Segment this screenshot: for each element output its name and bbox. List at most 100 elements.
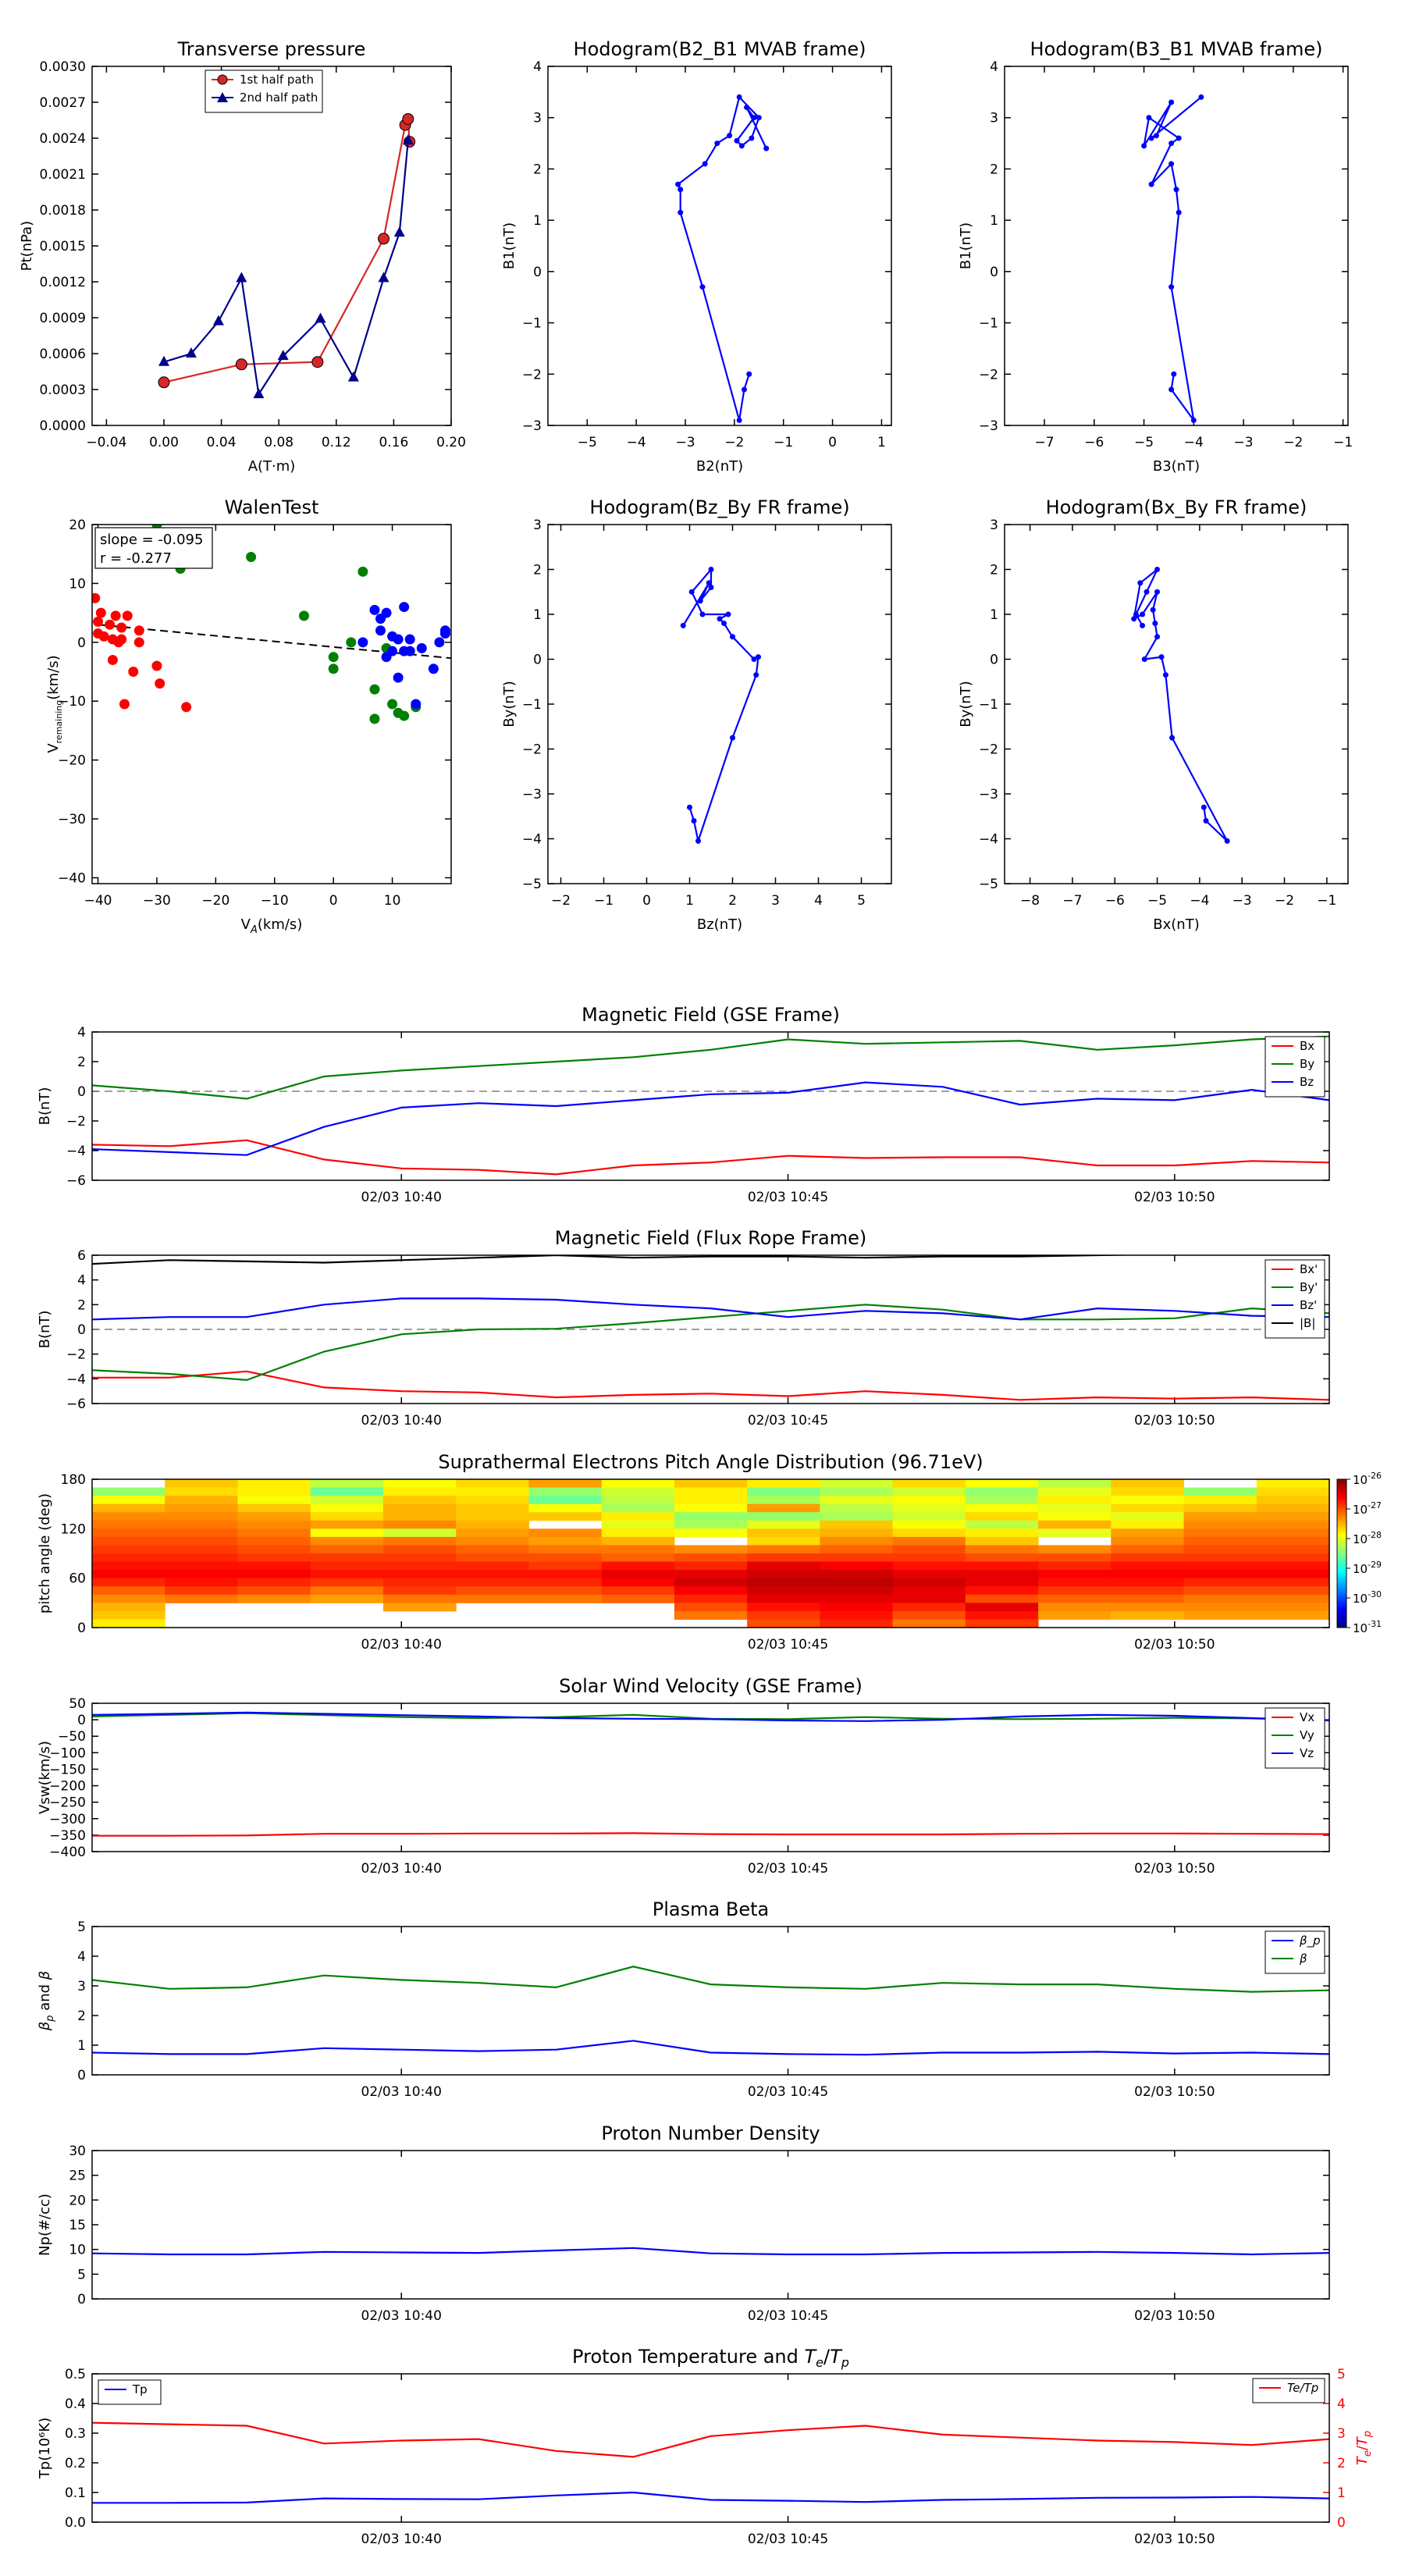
heatmap-cell: [747, 1553, 820, 1563]
heatmap-cell: [892, 1619, 966, 1628]
x-tick-label: 02/03 10:45: [748, 2308, 828, 2324]
scatter-point-blue: [428, 664, 439, 674]
marker-dot: [1176, 135, 1182, 141]
legend-label: Bz': [1300, 1298, 1317, 1312]
y-tick-label: −1: [979, 316, 998, 332]
axes-frame: [91, 1254, 1330, 1404]
heatmap-cell: [674, 1512, 748, 1521]
x-tick-label: −5: [1147, 893, 1167, 909]
heatmap-cell: [892, 1520, 966, 1529]
marker-dot: [753, 672, 759, 678]
x-tick-label: 02/03 10:45: [748, 1413, 828, 1429]
x-tick-label: 02/03 10:40: [361, 1190, 442, 1205]
legend-label: Vy: [1300, 1728, 1314, 1742]
colorbar-tick-exponent: -28: [1368, 1530, 1382, 1540]
scatter-point-green: [298, 610, 309, 621]
heatmap-cell: [674, 1594, 748, 1603]
chart-title-sub2: p: [841, 2355, 849, 2370]
y-tick-label: 0.0003: [40, 382, 86, 398]
x-tick-label: 10: [384, 893, 401, 909]
heatmap-cell: [92, 1512, 165, 1521]
series-line-hodogram: [1143, 96, 1202, 422]
heatmap-cell: [92, 1487, 165, 1496]
heatmap-cell: [1183, 1536, 1257, 1546]
axes-frame: [91, 2150, 1330, 2300]
y-axis-label-and: and: [37, 1980, 53, 2015]
series-line-Vz: [92, 1711, 1329, 1722]
marker-triangle: [236, 272, 247, 283]
y-tick-label: −200: [49, 1779, 86, 1795]
heatmap-cell: [965, 1512, 1039, 1521]
heatmap-cell: [92, 1610, 165, 1620]
y2-tick-label: 5: [1337, 2367, 1346, 2382]
y-tick-label: 3: [533, 518, 542, 533]
heatmap-cell: [1256, 1561, 1330, 1571]
y-tick-label: 0.3: [65, 2426, 86, 2442]
legend: Bx' By' Bz' |B|: [1264, 1259, 1325, 1339]
panel-proton-number-density: Proton Number Density 02/03 10:40 02/03 10…: [37, 2122, 1330, 2324]
heatmap-cell: [1111, 1553, 1185, 1563]
plot-area: [92, 2247, 1329, 2256]
heatmap-cell: [92, 1586, 165, 1596]
y-tick-label: 0: [77, 635, 86, 651]
x-tick-label: −5: [578, 435, 597, 450]
heatmap-cell: [382, 1553, 457, 1563]
y-tick-label: 4: [77, 1025, 86, 1041]
heatmap-cell: [674, 1545, 748, 1554]
heatmap-cell: [1256, 1536, 1330, 1546]
y-tick-label: −30: [58, 812, 86, 827]
heatmap-cell: [382, 1561, 457, 1571]
x-axis-label: Bx(nT): [1153, 916, 1199, 933]
marker-circle: [235, 358, 247, 371]
heatmap-cell: [1256, 1603, 1330, 1612]
heatmap-cell: [1256, 1520, 1330, 1529]
series-line-|B|: [92, 1255, 1151, 1265]
x-tick-label: 02/03 10:45: [748, 1861, 828, 1877]
y-tick-label: −3: [979, 418, 998, 434]
marker-dot: [763, 145, 770, 151]
marker-triangle: [347, 371, 359, 382]
marker-dot: [695, 838, 701, 844]
marker-triangle: [402, 134, 414, 145]
heatmap-cell: [1111, 1586, 1185, 1596]
chart-title: Suprathermal Electrons Pitch Angle Distr…: [438, 1451, 983, 1473]
x-tick-label: −7: [1062, 893, 1082, 909]
heatmap-cell: [1038, 1528, 1112, 1538]
annotation-r: r = -0.277: [100, 550, 172, 567]
y-tick-label: −10: [58, 694, 86, 710]
heatmap-cell: [382, 1578, 457, 1587]
y-tick-label: 0: [77, 1084, 86, 1100]
heatmap-cell: [965, 1503, 1039, 1513]
marker-dot: [751, 115, 757, 121]
x-tick-label: 02/03 10:40: [361, 1413, 442, 1429]
axes-frame: [1004, 66, 1349, 426]
heatmap-cell: [965, 1528, 1039, 1538]
marker-dot: [730, 634, 735, 640]
heatmap-cell: [310, 1586, 384, 1596]
y-tick-label: 2: [77, 1297, 86, 1313]
heatmap-cell: [382, 1496, 457, 1505]
heatmap-cell: [1256, 1528, 1330, 1538]
x-tick-label: −2: [551, 893, 571, 909]
chart-title: Solar Wind Velocity (GSE Frame): [559, 1675, 863, 1697]
marker-dot: [708, 585, 714, 590]
scatter-point-red: [122, 610, 133, 621]
marker-dot: [702, 161, 708, 167]
marker-dot: [697, 598, 703, 604]
scatter-point-blue: [375, 625, 386, 636]
y-tick-label: −40: [58, 870, 86, 886]
heatmap-cell: [601, 1487, 675, 1496]
y-tick-label: 0.0009: [40, 311, 86, 326]
heatmap-cell: [965, 1536, 1039, 1546]
heatmap-cell: [1256, 1610, 1330, 1620]
heatmap-cell: [747, 1496, 820, 1505]
chart-title: Magnetic Field (Flux Rope Frame): [555, 1227, 866, 1249]
heatmap-cell: [456, 1586, 529, 1596]
heatmap-cell: [382, 1570, 457, 1579]
heatmap-cell: [1256, 1553, 1330, 1563]
heatmap-cell: [1183, 1520, 1257, 1529]
scatter-point-red: [95, 607, 106, 618]
scatter-point-red: [116, 622, 127, 633]
heatmap-cell: [237, 1512, 311, 1521]
x-tick-label: −2: [724, 435, 744, 450]
